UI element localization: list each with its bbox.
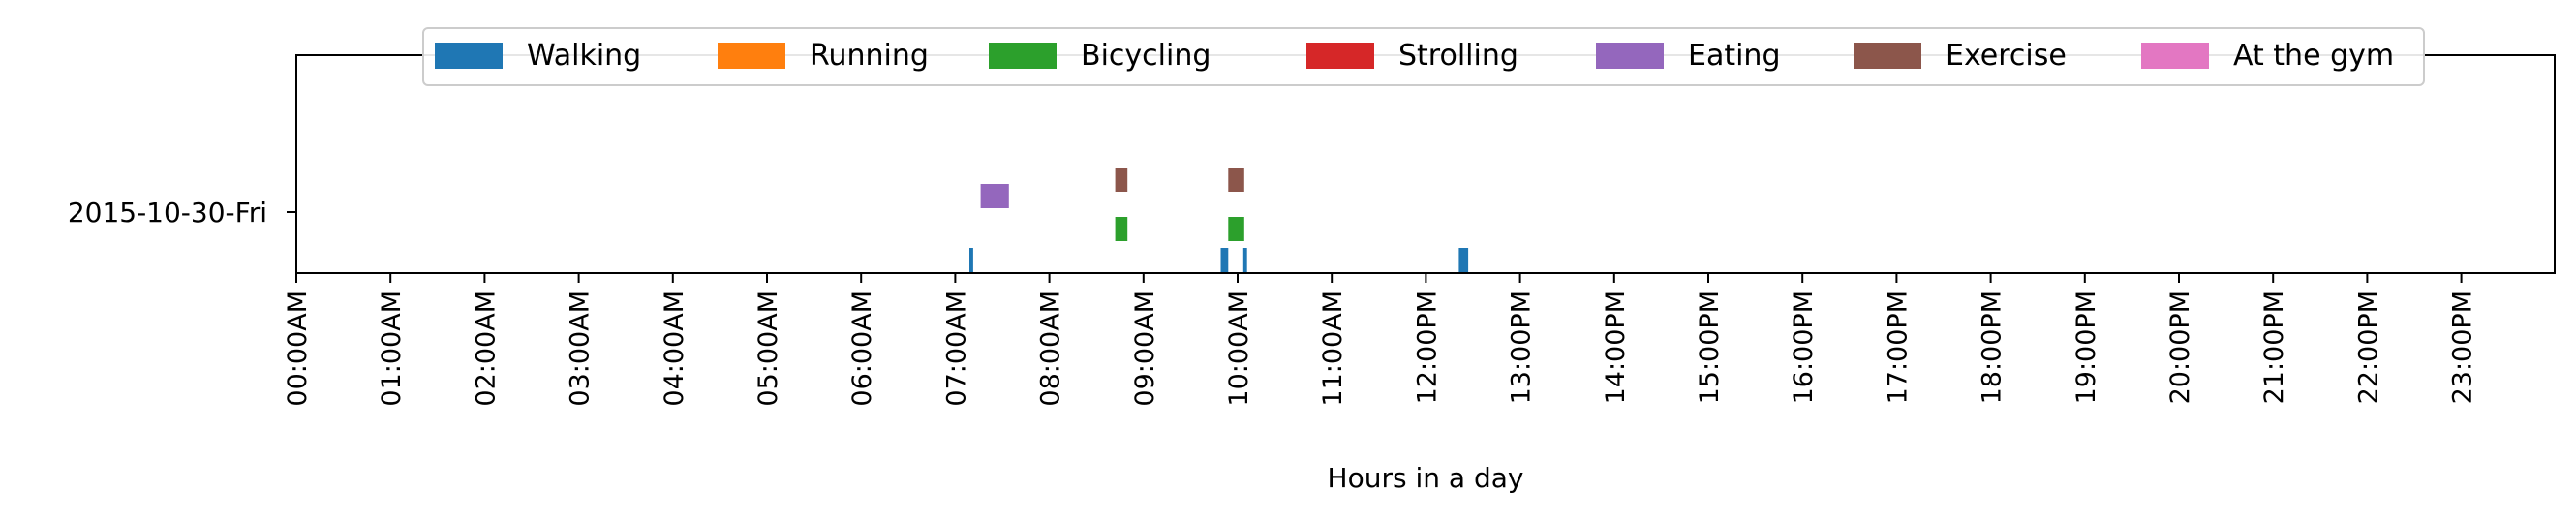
x-tick-label: 03:00AM (566, 291, 596, 407)
legend-label: Walking (527, 39, 641, 73)
x-tick-label: 12:00PM (1412, 291, 1442, 404)
bar-bicycling (1115, 217, 1128, 241)
bar-exercise (1228, 168, 1244, 192)
x-tick-label: 23:00PM (2448, 291, 2478, 404)
legend-swatch (1596, 43, 1664, 69)
legend-label: Exercise (1946, 39, 2067, 73)
legend-swatch (1854, 43, 1921, 69)
x-tick-label: 20:00PM (2165, 291, 2195, 404)
x-tick-label: 14:00PM (1601, 291, 1631, 404)
x-axis: 00:00AM 01:00AM 02:00AM 03:00AM 04:00AM 05:00… (283, 273, 2478, 407)
bar-walking (1242, 248, 1247, 273)
legend-swatch (435, 43, 503, 69)
x-tick-label: 02:00AM (471, 291, 501, 407)
bar-walking (1458, 248, 1469, 273)
legend-swatch (2141, 43, 2209, 69)
x-tick-label: 16:00PM (1789, 291, 1819, 404)
legend-frame (422, 27, 2425, 86)
x-tick-label: 11:00AM (1318, 291, 1348, 407)
x-tick-label: 22:00PM (2353, 291, 2383, 404)
legend: Walking Running Bicycling Strolling Eating Ex… (422, 27, 2425, 86)
legend-swatch (718, 43, 785, 69)
y-tick-label: 2015-10-30-Fri (68, 197, 267, 229)
x-tick-label: 19:00PM (2071, 291, 2101, 404)
bar-walking (969, 248, 973, 273)
x-tick-label: 18:00PM (1978, 291, 2008, 404)
bar-walking (1220, 248, 1229, 273)
x-tick-label: 17:00PM (1883, 291, 1913, 404)
x-tick-label: 00:00AM (283, 291, 313, 407)
x-tick-label: 01:00AM (377, 291, 407, 407)
bar-exercise (1115, 168, 1128, 192)
legend-swatch (989, 43, 1057, 69)
x-tick-label: 08:00AM (1036, 291, 1066, 407)
legend-label: Bicycling (1081, 39, 1211, 73)
legend-label: Strolling (1398, 39, 1518, 73)
x-tick-label: 13:00PM (1507, 291, 1537, 404)
x-tick-label: 07:00AM (941, 291, 971, 407)
x-tick-label: 15:00PM (1695, 291, 1725, 404)
x-tick-label: 21:00PM (2259, 291, 2289, 404)
y-axis: 2015-10-30-Fri (68, 197, 296, 229)
legend-label: Running (810, 39, 929, 73)
x-axis-label: Hours in a day (1328, 462, 1524, 494)
legend-swatch (1306, 43, 1374, 69)
legend-label: Eating (1688, 39, 1781, 73)
x-tick-label: 10:00AM (1224, 291, 1254, 407)
bar-bicycling (1228, 217, 1244, 241)
activity-bars (969, 168, 1469, 273)
x-tick-label: 09:00AM (1130, 291, 1160, 407)
legend-label: At the gym (2233, 39, 2394, 73)
x-tick-label: 05:00AM (753, 291, 783, 407)
x-tick-label: 04:00AM (659, 291, 690, 407)
bar-eating (980, 184, 1009, 208)
x-tick-label: 06:00AM (847, 291, 877, 407)
